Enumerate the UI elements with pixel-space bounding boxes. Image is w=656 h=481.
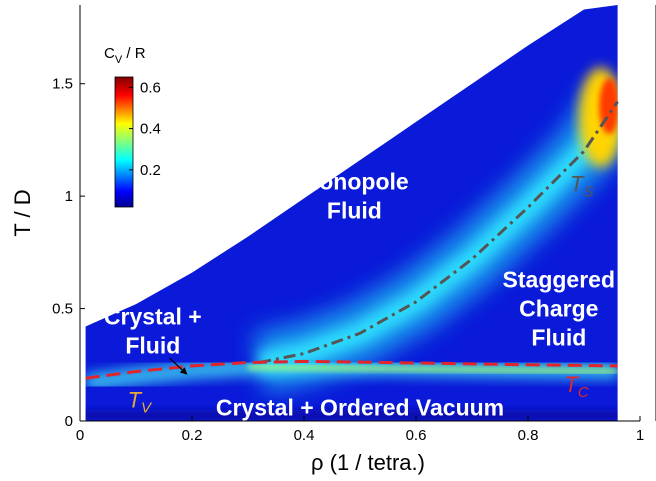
colorbar-tick-label: 0.2	[140, 162, 161, 179]
heat-bottom-strip	[85, 409, 618, 421]
x-ticks: 0 0.2 0.4 0.6 0.8 1	[76, 416, 644, 444]
curve-label-sub: C	[578, 384, 589, 401]
region-label-line: Fluid	[125, 333, 180, 359]
y-tick-label: 1	[65, 188, 73, 205]
colorbar-title-main: C	[104, 45, 115, 62]
curve-label-main: T	[570, 172, 585, 197]
curve-t-c	[85, 359, 618, 380]
y-tick-label: 0	[65, 413, 73, 430]
region-label-line: Charge	[519, 296, 598, 322]
pointer-arrow	[169, 357, 188, 375]
curve-label: TV	[128, 388, 153, 417]
x-axis-label: ρ (1 / tetra.)	[311, 450, 425, 475]
plot-area: MonopoleFluidStaggeredChargeFluidCrystal…	[80, 5, 640, 421]
colorbar-ticks: 0.6 0.4 0.2	[129, 79, 161, 179]
y-ticks: 0 0.5 1 1.5	[52, 76, 85, 430]
region-label-line: Monopole	[300, 169, 409, 195]
curve-label-sub: V	[141, 400, 153, 417]
x-tick-label: 0.6	[406, 427, 427, 444]
x-tick-label: 1	[636, 427, 644, 444]
region-labels: MonopoleFluidStaggeredChargeFluidCrystal…	[104, 169, 615, 421]
x-tick-label: 0	[76, 427, 84, 444]
curve-t-s	[258, 100, 619, 365]
colorbar-title: CV / R	[104, 45, 146, 66]
region-label: Staggered Charge Fluid	[503, 267, 615, 351]
curve-label-main: T	[128, 388, 143, 413]
curve-label: TS	[570, 172, 593, 201]
colorbar-title-rest: / R	[122, 45, 146, 62]
colorbar-tick-label: 0.4	[140, 121, 161, 138]
axes: 0 0.2 0.4 0.6 0.8 1 0 0.5 1 1.5 ρ (1 / tetra.) T…	[10, 5, 656, 475]
region-label-line: Fluid	[327, 198, 382, 224]
x-tick-label: 0.2	[182, 427, 203, 444]
phase-boundary-curves	[85, 100, 619, 380]
curve-label: TC	[564, 372, 588, 401]
y-axis-label: T / D	[10, 189, 35, 236]
region-label-line: Staggered	[503, 267, 615, 293]
x-tick-label: 0.4	[294, 427, 315, 444]
region-label-line: Crystal + Ordered Vacuum	[216, 395, 504, 421]
y-tick-label: 1.5	[52, 76, 73, 93]
colorbar-title-sub: V	[115, 54, 123, 66]
region-label: Crystal + Ordered Vacuum	[216, 395, 504, 421]
curve-label-sub: S	[583, 184, 593, 201]
colorbar-tick-label: 0.6	[140, 79, 161, 96]
region-label-line: Crystal +	[104, 304, 202, 330]
region-label: Crystal + Fluid	[104, 304, 202, 359]
colorbar: 0.6 0.4 0.2 CV / R	[104, 45, 161, 208]
region-label-line: Fluid	[531, 325, 586, 351]
heat-transition-highlight	[247, 364, 618, 375]
curve-label-main: T	[564, 372, 579, 397]
colorbar-gradient	[114, 76, 134, 208]
region-label: Monopole Fluid	[300, 169, 409, 224]
y-tick-label: 0.5	[52, 301, 73, 318]
x-tick-label: 0.8	[518, 427, 539, 444]
